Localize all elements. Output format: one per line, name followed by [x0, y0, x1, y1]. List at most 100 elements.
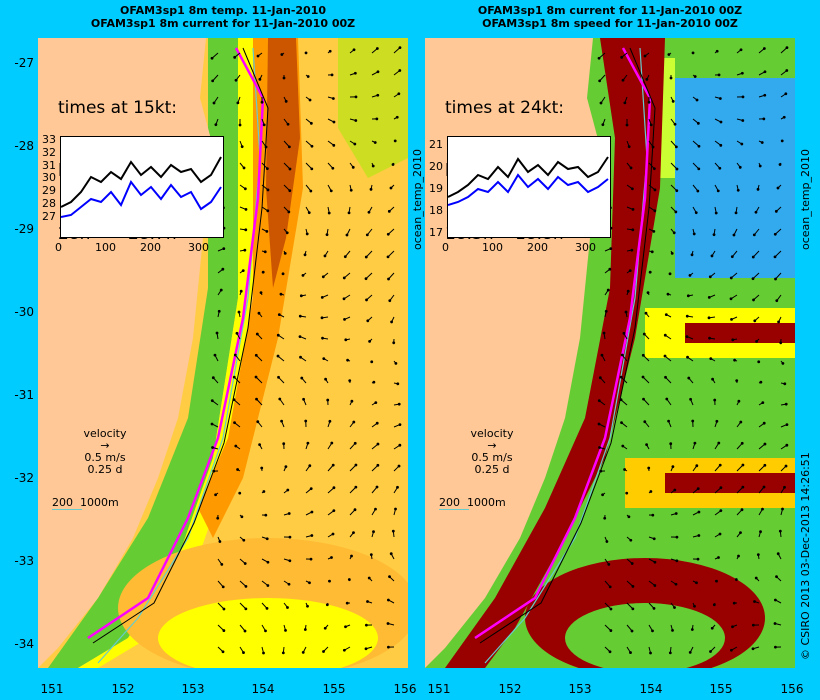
left-map-panel: times at 15kt: beststandard 28h28.7h 33 … [38, 38, 408, 668]
vector-arrowhead [715, 49, 719, 53]
vector-arrowhead [738, 165, 742, 169]
vector-arrowhead [608, 585, 612, 589]
vector-arrowhead [238, 491, 242, 495]
vector-arrowhead [740, 71, 744, 75]
vector-arrowhead [695, 464, 699, 468]
vector-arrowhead [697, 534, 701, 537]
vector-arrowhead [675, 535, 679, 539]
vector-arrowhead [365, 298, 368, 302]
vector-arrowhead [708, 275, 712, 279]
vector-arrowhead [599, 101, 603, 105]
vector-arrowhead [777, 320, 780, 324]
vector-arrowhead [277, 375, 280, 379]
vector-arrowhead [675, 189, 679, 193]
vector-arrowhead [345, 601, 349, 605]
vector-arrowhead [243, 248, 247, 252]
vector-arrowhead [696, 487, 700, 491]
vector-arrowhead [222, 607, 226, 611]
left-title-line1: OFAM3sp1 8m temp. 11-Jan-2010 [119, 4, 327, 17]
vector-arrowhead [386, 255, 390, 259]
vector-arrowhead [324, 377, 327, 381]
vector-arrowhead [388, 575, 391, 579]
vector-arrowhead [394, 362, 398, 365]
left-times-heading: times at 15kt: [58, 98, 178, 118]
vector-arrowhead [277, 313, 281, 316]
vector-arrowhead [262, 123, 266, 127]
vector-arrowhead [351, 165, 355, 169]
vector-arrowhead [601, 123, 605, 127]
vector-arrowhead [753, 319, 757, 323]
vector-arrowhead [329, 189, 333, 193]
vector-arrow [642, 376, 650, 384]
vector-arrowhead [776, 552, 780, 556]
vector-arrowhead [673, 122, 677, 126]
vector-arrowhead [397, 92, 401, 96]
right-depth-scale: 200 1000m [439, 496, 506, 510]
vector-arrowhead [262, 651, 265, 655]
vector-arrowhead [630, 562, 634, 565]
vector-arrowhead [326, 398, 330, 402]
track-best [474, 47, 652, 640]
vector-arrowhead [235, 331, 239, 335]
vector-arrowhead [216, 516, 220, 520]
vector-arrowhead [697, 167, 701, 171]
vector-arrowhead [376, 463, 380, 467]
vector-arrowhead [234, 444, 238, 448]
vector-arrowhead [330, 73, 334, 77]
vector-arrowhead [260, 466, 264, 470]
velocity-label: velocity [470, 427, 514, 440]
vector-arrowhead [663, 333, 667, 337]
vector-arrowhead [280, 419, 283, 423]
vector-arrowhead [784, 92, 788, 96]
vector-arrowhead [328, 579, 331, 583]
vector-arrowhead [364, 255, 368, 259]
vector-arrowhead [331, 97, 335, 100]
left-panel-title: OFAM3sp1 8m temp. 11-Jan-2010 OFAM3sp1 8… [38, 4, 408, 30]
left-inset-yticks: 33 32 31 30 29 28 27 [42, 133, 56, 224]
vector-arrowhead [263, 250, 267, 254]
vector-arrowhead [630, 629, 634, 633]
vector-arrowhead [609, 247, 613, 250]
vector-arrowhead [398, 423, 402, 426]
vector-arrowhead [342, 648, 346, 652]
vector-arrowhead [211, 376, 215, 380]
vector-arrowhead [719, 486, 723, 490]
vector-arrowhead [396, 382, 400, 386]
vector-arrowhead [650, 250, 654, 254]
vector-arrowhead [653, 560, 657, 564]
vector-arrowhead [619, 398, 623, 402]
vector-arrowhead [388, 299, 392, 303]
vector-arrowhead [264, 629, 267, 633]
vector-arrowhead [695, 98, 699, 102]
vector-arrowhead [719, 143, 723, 147]
vector-arrowhead [718, 463, 722, 467]
vector-arrowhead [630, 187, 634, 191]
vector-arrowhead [775, 299, 779, 303]
vector-arrowhead [353, 142, 357, 146]
vector-arrowhead [306, 604, 309, 608]
vector-arrowhead [259, 291, 263, 294]
vector-arrowhead [343, 318, 346, 321]
y-tick: -31 [14, 388, 34, 402]
vector-arrowhead [215, 331, 219, 335]
vector-arrow [736, 464, 744, 472]
vector-arrowhead [710, 254, 714, 258]
vector-arrowhead [221, 650, 225, 654]
vector-arrowhead [774, 209, 778, 213]
y-tick: -29 [14, 222, 34, 236]
vector-arrowhead [233, 421, 236, 425]
vector-arrowhead [261, 270, 265, 274]
vector-arrowhead [256, 54, 260, 58]
vector-arrowhead [653, 584, 657, 587]
vector-arrowhead [670, 252, 674, 255]
vector-arrowhead [280, 53, 284, 56]
vector-arrowhead [629, 538, 633, 542]
vector-arrowhead [301, 651, 305, 654]
vector-arrowhead [642, 332, 646, 336]
y-tick: -32 [14, 471, 34, 485]
velocity-time: 0.25 d [87, 463, 123, 476]
vector-arrowhead [708, 336, 711, 340]
vector-arrowhead [758, 164, 762, 168]
vector-arrowhead [755, 340, 758, 343]
vector-arrowhead [756, 553, 760, 557]
